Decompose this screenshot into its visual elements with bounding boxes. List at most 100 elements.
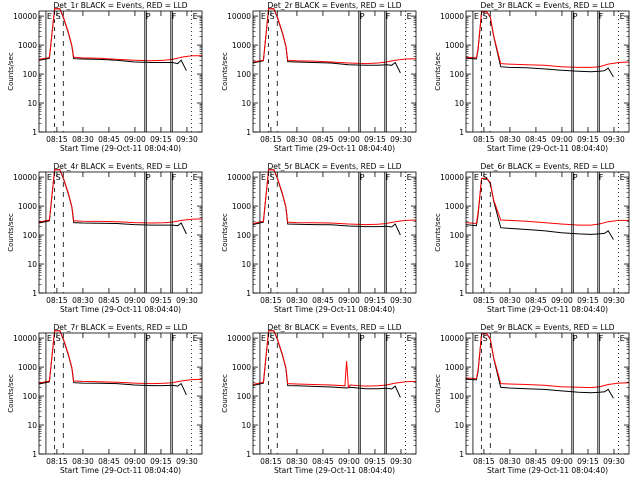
event-marker-label: S — [270, 334, 275, 343]
x-tick-label: 08:15 — [46, 457, 68, 466]
series-line-events — [252, 169, 401, 236]
x-tick-label: 09:00 — [338, 296, 360, 305]
x-axis-label-part: Start Time ( — [60, 466, 104, 475]
y-tick-label: 100 — [237, 392, 252, 401]
y-tick-label: 100 — [23, 392, 38, 401]
x-axis-label: Start Time (29-Oct-11 08:04:40) — [274, 144, 395, 153]
x-tick-label: 09:30 — [390, 457, 412, 466]
plot-frame — [252, 10, 417, 133]
x-axis-label-part: ) — [392, 305, 395, 314]
series-line-events — [252, 330, 401, 398]
x-tick-label: 08:15 — [46, 135, 68, 144]
x-tick-label: 09:00 — [551, 457, 573, 466]
x-tick-label: 09:00 — [124, 457, 146, 466]
x-tick-label: 09:30 — [603, 296, 625, 305]
x-tick-label: 08:45 — [312, 135, 334, 144]
y-tick-label: 10 — [454, 99, 464, 108]
y-tick-label: 100 — [23, 70, 38, 79]
x-axis-label-part: ) — [178, 466, 181, 475]
series-line-lld — [252, 169, 417, 226]
y-tick-label: 10 — [27, 99, 37, 108]
x-tick-label: 08:30 — [499, 457, 521, 466]
y-tick-label: 10000 — [227, 173, 251, 182]
y-tick-label: 10 — [241, 421, 251, 430]
x-tick-label: 08:30 — [286, 457, 308, 466]
y-tick-label: 10000 — [227, 12, 251, 21]
plot-frame — [465, 332, 630, 455]
event-marker-label: S — [483, 173, 488, 182]
y-tick-label: 1000 — [232, 202, 251, 211]
panel-title: Det_2r BLACK = Events, RED = LLD — [267, 1, 401, 10]
x-axis-label-part: Start Time ( — [274, 305, 318, 314]
event-marker-label: P — [360, 173, 365, 182]
event-marker-label: F — [599, 334, 604, 343]
y-tick-label: 1000 — [18, 202, 37, 211]
event-marker-label: P — [360, 334, 365, 343]
event-marker-label: E — [261, 12, 266, 21]
y-tick-label: 1 — [459, 289, 464, 298]
event-marker-label: S — [56, 173, 61, 182]
event-marker-label: E — [474, 12, 479, 21]
panel-title: Det_7r BLACK = Events, RED = LLD — [53, 323, 187, 332]
event-marker-label: F — [599, 173, 604, 182]
x-axis-label-part: ) — [605, 466, 608, 475]
x-axis-label-part: Start Time ( — [487, 466, 531, 475]
event-marker-label: S — [483, 12, 488, 21]
series-line-lld — [252, 330, 417, 389]
y-tick-label: 1 — [32, 289, 37, 298]
x-tick-label: 09:15 — [577, 457, 599, 466]
series-line-lld — [38, 169, 203, 224]
event-marker-label: S — [56, 12, 61, 21]
x-axis-label-part: ) — [178, 144, 181, 153]
event-marker-label: E — [620, 334, 625, 343]
event-marker-label: E — [261, 334, 266, 343]
event-marker-label: F — [172, 173, 177, 182]
event-marker-label: E — [47, 173, 52, 182]
y-tick-label: 100 — [23, 231, 38, 240]
event-marker-label: E — [620, 173, 625, 182]
y-tick-label: 1000 — [445, 363, 464, 372]
x-tick-label: 09:30 — [390, 135, 412, 144]
x-tick-label: 09:00 — [551, 135, 573, 144]
y-tick-label: 1 — [32, 128, 37, 137]
x-axis-label: Start Time (29-Oct-11 08:04:40) — [487, 305, 608, 314]
series-line-lld — [38, 8, 202, 62]
series-line-lld — [465, 333, 630, 389]
y-axis-label: Counts/sec — [434, 52, 442, 91]
event-marker-label: E — [47, 12, 52, 21]
y-tick-label: 10000 — [440, 334, 464, 343]
x-tick-label: 09:30 — [603, 457, 625, 466]
x-tick-label: 09:30 — [390, 296, 412, 305]
x-axis-label-part: ) — [392, 466, 395, 475]
y-tick-label: 1 — [459, 128, 464, 137]
series-line-lld — [38, 330, 203, 385]
y-tick-label: 1000 — [232, 41, 251, 50]
x-axis-label-part: Start Time ( — [274, 466, 318, 475]
x-tick-label: 09:15 — [150, 135, 172, 144]
x-tick-label: 09:15 — [150, 296, 172, 305]
x-tick-label: 08:30 — [499, 296, 521, 305]
y-tick-label: 10000 — [227, 334, 251, 343]
x-axis-label-part: Start Time ( — [274, 144, 318, 153]
x-axis-label-part: ) — [392, 144, 395, 153]
event-marker-label: E — [474, 173, 479, 182]
event-marker-label: E — [620, 12, 625, 21]
y-tick-label: 100 — [237, 231, 252, 240]
x-axis-label: Start Time (29-Oct-11 08:04:40) — [274, 305, 395, 314]
y-tick-label: 10000 — [13, 12, 37, 21]
y-axis-label: Counts/sec — [221, 374, 229, 413]
y-tick-label: 10 — [454, 421, 464, 430]
x-axis-label-part: Start Time ( — [487, 144, 531, 153]
x-axis-label-part: 29-Oct-11 08:04:40 — [104, 466, 178, 475]
x-tick-label: 08:15 — [260, 457, 282, 466]
x-axis-label-part: 29-Oct-11 08:04:40 — [318, 466, 392, 475]
y-tick-label: 100 — [450, 392, 465, 401]
event-marker-label: F — [172, 334, 177, 343]
x-axis-label-part: Start Time ( — [60, 305, 104, 314]
x-axis-label: Start Time (29-Oct-11 08:04:40) — [60, 305, 181, 314]
